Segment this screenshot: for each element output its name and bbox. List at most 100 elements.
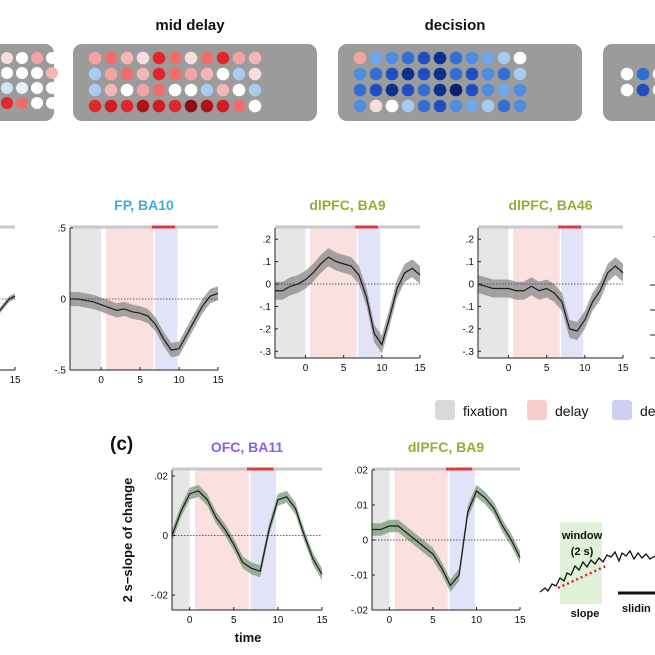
inset-window-sub: (2 s) <box>571 546 594 558</box>
electrode-dot <box>248 83 262 97</box>
electrode-dot <box>652 69 655 79</box>
electrode-dot <box>433 99 447 113</box>
electrode-dot <box>401 67 415 81</box>
electrode-dot <box>120 51 134 65</box>
electrode-dot <box>248 51 262 65</box>
electrode-dot <box>152 83 166 97</box>
electrode-dot <box>168 67 182 81</box>
electrode-dot <box>497 67 511 81</box>
x-tick-label: 10 <box>173 375 185 386</box>
y-tick-label: .2 <box>263 235 272 246</box>
electrode-dot <box>232 51 246 65</box>
electrode-grid-left <box>1 52 73 109</box>
electrode-dot <box>369 51 383 65</box>
electrode-dot <box>497 51 511 65</box>
electrode-dot <box>216 67 230 81</box>
electrode-dot <box>88 67 102 81</box>
electrode-dot <box>16 67 28 79</box>
electrode-dot <box>61 67 73 79</box>
error-band <box>0 293 15 314</box>
x-tick-label: 15 <box>617 363 629 374</box>
electrode-grid-right <box>620 67 655 97</box>
series-line <box>477 265 624 332</box>
electrode-dot <box>465 83 479 97</box>
electrode-dot <box>232 99 246 113</box>
electrode-dot <box>184 51 198 65</box>
legend-swatch <box>527 400 547 420</box>
inset-signal-trace <box>539 549 655 593</box>
x-tick-label: 15 <box>514 615 526 626</box>
electrode-dot <box>200 51 214 65</box>
chart-title: FP, BA10 <box>114 197 174 213</box>
y-tick-label: 0 <box>468 280 474 291</box>
legend-swatch <box>435 400 455 420</box>
electrode-dot <box>369 67 383 81</box>
chart-dlpfc-ba46: 0 5 10 15 .2 .1 0 -.1 -.2 -.3 dlPFC, BA46 <box>462 197 629 374</box>
electrode-dot <box>168 83 182 97</box>
electrode-dot <box>136 51 150 65</box>
electrode-dot <box>513 99 527 113</box>
series-line <box>275 256 421 346</box>
electrode-dot <box>104 99 118 113</box>
electrode-dot <box>168 99 182 113</box>
electrode-dot <box>620 67 634 81</box>
electrode-dot <box>46 52 58 64</box>
electrode-dot <box>449 67 463 81</box>
electrode-dot <box>353 99 367 113</box>
error-band <box>478 257 623 341</box>
x-tick-label: 10 <box>272 615 284 626</box>
electrode-dot <box>1 67 13 79</box>
inset-window-label: window <box>561 530 603 542</box>
electrode-dot <box>417 67 431 81</box>
x-tick-label: 0 <box>303 363 309 374</box>
electrode-grid-mid-delay <box>88 51 262 113</box>
y-tick-label: -.5 <box>54 366 66 377</box>
electrode-dot <box>417 83 431 97</box>
panel-c-xlabel: time <box>235 630 262 645</box>
x-tick-label: 15 <box>212 375 224 386</box>
electrode-dot <box>216 99 230 113</box>
electrode-dot <box>61 52 73 64</box>
electrode-dot <box>31 52 43 64</box>
electrode-dot <box>31 67 43 79</box>
electrode-dot <box>449 83 463 97</box>
electrode-dot <box>248 99 262 113</box>
x-tick-label: 15 <box>9 375 21 386</box>
legend-swatch <box>612 400 632 420</box>
y-tick-label: .1 <box>263 257 272 268</box>
svg-text:·: · <box>652 229 655 243</box>
inset-sliding-label: slidin <box>622 603 651 615</box>
chart-partial-right-edge: · <box>650 229 655 359</box>
electrode-dot <box>61 97 73 109</box>
electrode-dot <box>353 83 367 97</box>
y-tick-label: .02 <box>154 471 168 482</box>
chart-title: dlPFC, BA9 <box>408 439 484 455</box>
y-tick-label: -.02 <box>351 606 369 617</box>
electrode-dot <box>136 67 150 81</box>
error-band <box>70 286 218 358</box>
electrode-dot <box>120 67 134 81</box>
electrode-dot <box>16 82 28 94</box>
electrode-dot <box>16 97 28 109</box>
electrode-dot <box>16 52 28 64</box>
electrode-grid-decision <box>353 51 527 113</box>
electrode-dot <box>248 67 262 81</box>
electrode-dot <box>1 82 13 94</box>
electrode-dot <box>152 51 166 65</box>
electrode-dot <box>481 51 495 65</box>
electrode-dot <box>232 83 246 97</box>
electrode-dot <box>46 82 58 94</box>
electrode-dot <box>353 67 367 81</box>
electrode-dot <box>104 83 118 97</box>
electrode-dot <box>369 99 383 113</box>
electrode-dot <box>88 99 102 113</box>
electrode-dot <box>497 99 511 113</box>
electrode-dot <box>152 99 166 113</box>
legend-label: delay <box>555 403 588 419</box>
chart-title: dlPFC, BA9 <box>309 197 385 213</box>
y-tick-label: -.3 <box>462 347 474 358</box>
electrode-dot <box>497 83 511 97</box>
series-line <box>0 295 16 312</box>
electrode-dot <box>620 83 634 97</box>
epoch-decision <box>250 470 277 610</box>
